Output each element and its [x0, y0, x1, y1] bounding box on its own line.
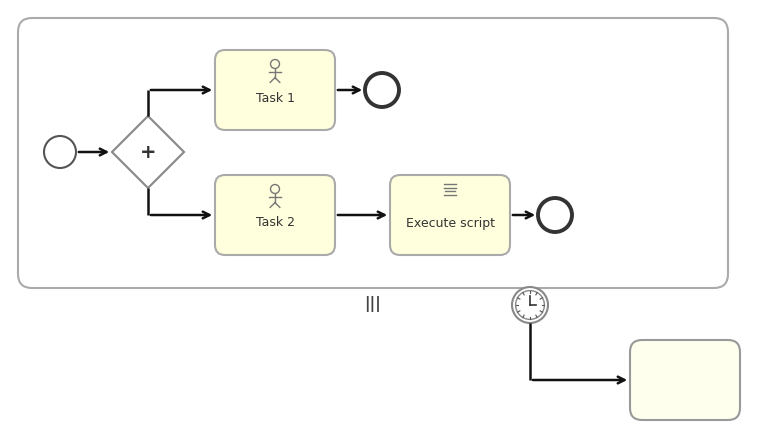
Text: +: +	[140, 143, 156, 162]
Text: |||: |||	[365, 296, 382, 312]
Polygon shape	[112, 116, 184, 188]
Circle shape	[365, 73, 399, 107]
FancyBboxPatch shape	[390, 175, 510, 255]
Circle shape	[538, 198, 572, 232]
FancyBboxPatch shape	[215, 175, 335, 255]
Circle shape	[44, 136, 76, 168]
Circle shape	[515, 291, 544, 319]
FancyBboxPatch shape	[630, 340, 740, 420]
Circle shape	[512, 287, 548, 323]
Text: Execute script: Execute script	[406, 216, 495, 229]
FancyBboxPatch shape	[215, 50, 335, 130]
FancyBboxPatch shape	[18, 18, 728, 288]
Text: Task 2: Task 2	[255, 216, 294, 229]
Text: Task 1: Task 1	[255, 92, 294, 105]
